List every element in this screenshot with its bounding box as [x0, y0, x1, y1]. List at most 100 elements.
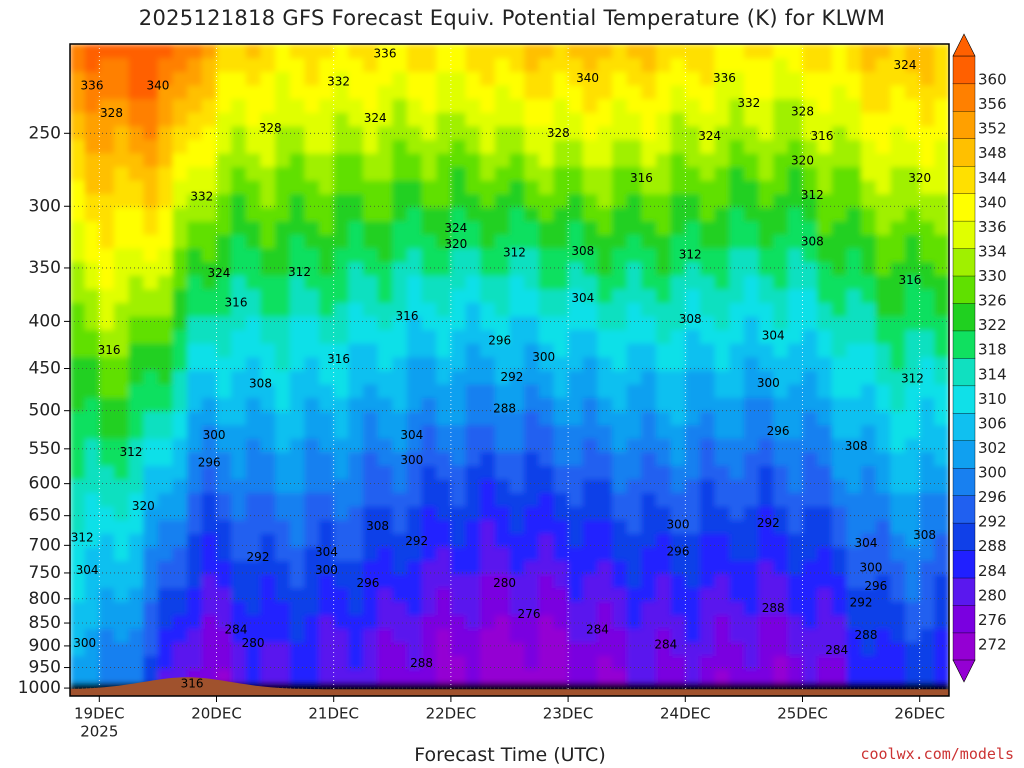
x-tick-label: 20DEC [191, 705, 242, 723]
colorbar-label: 356 [978, 95, 1007, 113]
colorbar-swatch [952, 83, 976, 112]
contour-label: 312 [71, 530, 94, 544]
plot-frame [69, 43, 950, 697]
colorbar-label: 318 [978, 341, 1007, 359]
colorbar-swatch [952, 385, 976, 414]
contour-label: 300 [667, 517, 690, 531]
ground-surface [70, 677, 949, 696]
contour-label: 328 [547, 126, 570, 140]
colorbar-label: 322 [978, 316, 1007, 334]
contour-label: 296 [198, 456, 221, 470]
contour-label: 324 [894, 58, 917, 72]
colorbar-label: 284 [978, 562, 1007, 580]
colorbar-label: 280 [978, 586, 1007, 604]
contour-label: 300 [532, 350, 555, 364]
contour-label: 312 [801, 188, 824, 202]
contour-label: 324 [444, 221, 467, 235]
contour-label: 316 [327, 352, 350, 366]
colorbar-swatch [952, 193, 976, 222]
contour-label: 320 [908, 171, 931, 185]
contour-label: 336 [374, 46, 397, 60]
contour-label: 284 [825, 643, 848, 657]
contour-label: 324 [364, 111, 387, 125]
contour-label: 316 [396, 309, 419, 323]
y-tick-label: 850 [29, 613, 61, 633]
contour-label: 328 [791, 104, 814, 118]
colorbar-swatch [952, 522, 976, 551]
contour-label: 296 [356, 576, 379, 590]
contour-label: 316 [98, 343, 121, 357]
y-tick-label: 950 [29, 658, 61, 678]
contour-label: 292 [247, 550, 270, 564]
colorbar-swatch [952, 247, 976, 277]
x-axis: 19DEC 20DEC 21DEC 22DEC 23DEC 24DEC 25DEC 26DEC… [74, 696, 945, 741]
contour-label: 300 [400, 453, 423, 467]
colorbar-swatch [952, 165, 976, 194]
contour-label: 304 [855, 536, 878, 550]
contour-label: 280 [493, 576, 516, 590]
contour-label: 288 [493, 402, 516, 416]
contour-label: 324 [207, 266, 230, 280]
source-credit: coolwx.com/models [860, 745, 1014, 763]
x-tick-year: 2025 [80, 723, 118, 741]
colorbar-swatch [952, 357, 976, 387]
colorbar-swatch [952, 440, 976, 469]
contour-label: 304 [400, 428, 423, 442]
colorbar-swatch [952, 220, 976, 249]
colorbar-swatch [952, 110, 976, 139]
y-tick-label: 550 [29, 439, 61, 459]
contour-label: 312 [120, 445, 143, 459]
contour-label: 308 [845, 439, 868, 453]
colorbar-label: 300 [978, 464, 1007, 482]
colorbar-arrow-top [952, 33, 976, 57]
contour-label: 340 [576, 71, 599, 85]
colorbar-label: 296 [978, 488, 1007, 506]
y-tick-label: 350 [29, 258, 61, 278]
y-tick-label: 300 [29, 196, 61, 216]
contour-label: 308 [571, 244, 594, 258]
colorbar-swatch [952, 495, 976, 524]
contour-label: 292 [500, 370, 523, 384]
colorbar-swatch [952, 549, 976, 579]
contour-label: 296 [488, 333, 511, 347]
contour-label: 292 [757, 516, 780, 530]
contour-label: 316 [811, 129, 834, 143]
colorbar-label: 292 [978, 513, 1007, 531]
colorbar-label: 348 [978, 144, 1007, 162]
colorbar-label: 310 [978, 390, 1007, 408]
contour-label: 300 [757, 376, 780, 390]
contour-label: 320 [791, 154, 814, 168]
contour-label: 312 [503, 245, 526, 259]
colorbar-swatch [952, 55, 976, 85]
contour-label: 332 [327, 75, 350, 89]
y-tick-label: 450 [29, 359, 61, 379]
contour-label: 304 [571, 291, 594, 305]
contour-label: 316 [225, 296, 248, 310]
contour-label: 308 [366, 519, 389, 533]
colorbar-label: 288 [978, 537, 1007, 555]
contour-label: 332 [190, 189, 213, 203]
colorbar-swatch [952, 632, 976, 661]
colorbar-label: 360 [978, 71, 1007, 89]
chart-title: 2025121818 GFS Forecast Equiv. Potential… [138, 6, 886, 30]
contour-label: 296 [864, 579, 887, 593]
contour-label: 316 [181, 677, 204, 691]
contour-label: 308 [913, 528, 936, 542]
colorbar-swatch [952, 467, 976, 496]
colorbar-label: 306 [978, 414, 1007, 432]
contour-label: 312 [679, 248, 702, 262]
x-tick-label: 22DEC [426, 705, 477, 723]
colorbar-swatch [952, 275, 976, 304]
x-axis-title: Forecast Time (UTC) [414, 744, 606, 766]
contour-label: 308 [801, 235, 824, 249]
y-tick-label: 600 [29, 474, 61, 494]
colorbar-swatch [952, 604, 976, 634]
colorbar-label: 352 [978, 120, 1007, 138]
x-tick-label: 19DEC [74, 705, 125, 723]
contour-label: 288 [855, 628, 878, 642]
colorbar-swatch [952, 412, 976, 441]
colorbar-swatch [952, 330, 976, 359]
